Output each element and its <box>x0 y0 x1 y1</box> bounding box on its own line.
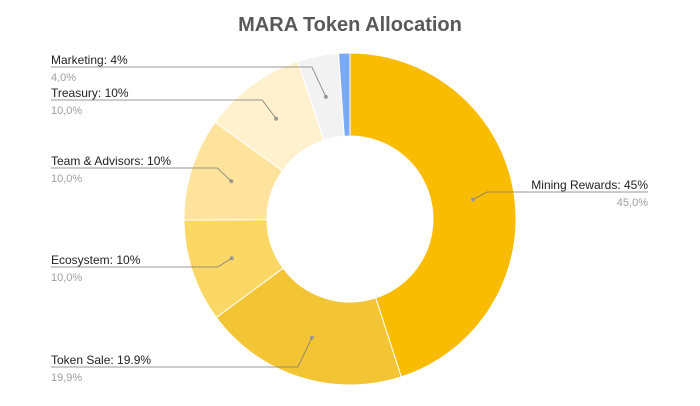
leader-line <box>51 337 313 368</box>
leader-line <box>51 66 327 98</box>
leader-line <box>51 257 233 268</box>
leader-line <box>51 99 277 119</box>
slice-percent-label: 10,0% <box>51 272 82 284</box>
slice-label: Mining Rewards: 45% <box>531 178 648 192</box>
slice-label: Ecosystem: 10% <box>51 253 141 267</box>
slice-label: Marketing: 4% <box>51 53 128 67</box>
label-group-ecosystem: Ecosystem: 10% 10,0% <box>51 253 234 284</box>
slice-unlabeled <box>338 52 351 137</box>
slice-label: Team & Advisors: 10% <box>51 154 171 168</box>
slice-percent-label: 10,0% <box>51 173 82 185</box>
label-group-marketing: Marketing: 4% 4,0% <box>51 53 328 99</box>
slice-percent-label: 19,9% <box>51 372 82 384</box>
label-group-mining-rewards: Mining Rewards: 45% 45,0% <box>470 178 648 209</box>
slice-percent-label: 4,0% <box>51 72 76 84</box>
label-group-token-sale: Token Sale: 19.9% 19,9% <box>51 335 314 384</box>
slice-percent-label: 10,0% <box>51 105 82 117</box>
slice-mining-rewards <box>349 52 517 378</box>
slice-label: Treasury: 10% <box>51 86 129 100</box>
slice-percent-label: 45,0% <box>617 197 648 209</box>
leader-line <box>472 191 648 200</box>
slice-label: Token Sale: 19.9% <box>51 353 151 367</box>
label-group-treasury: Treasury: 10% 10,0% <box>51 86 279 121</box>
leader-line <box>51 167 232 182</box>
label-group-team-advisors: Team & Advisors: 10% 10,0% <box>51 154 234 185</box>
slice-token-sale <box>215 267 402 386</box>
chart-title: MARA Token Allocation <box>238 14 462 36</box>
